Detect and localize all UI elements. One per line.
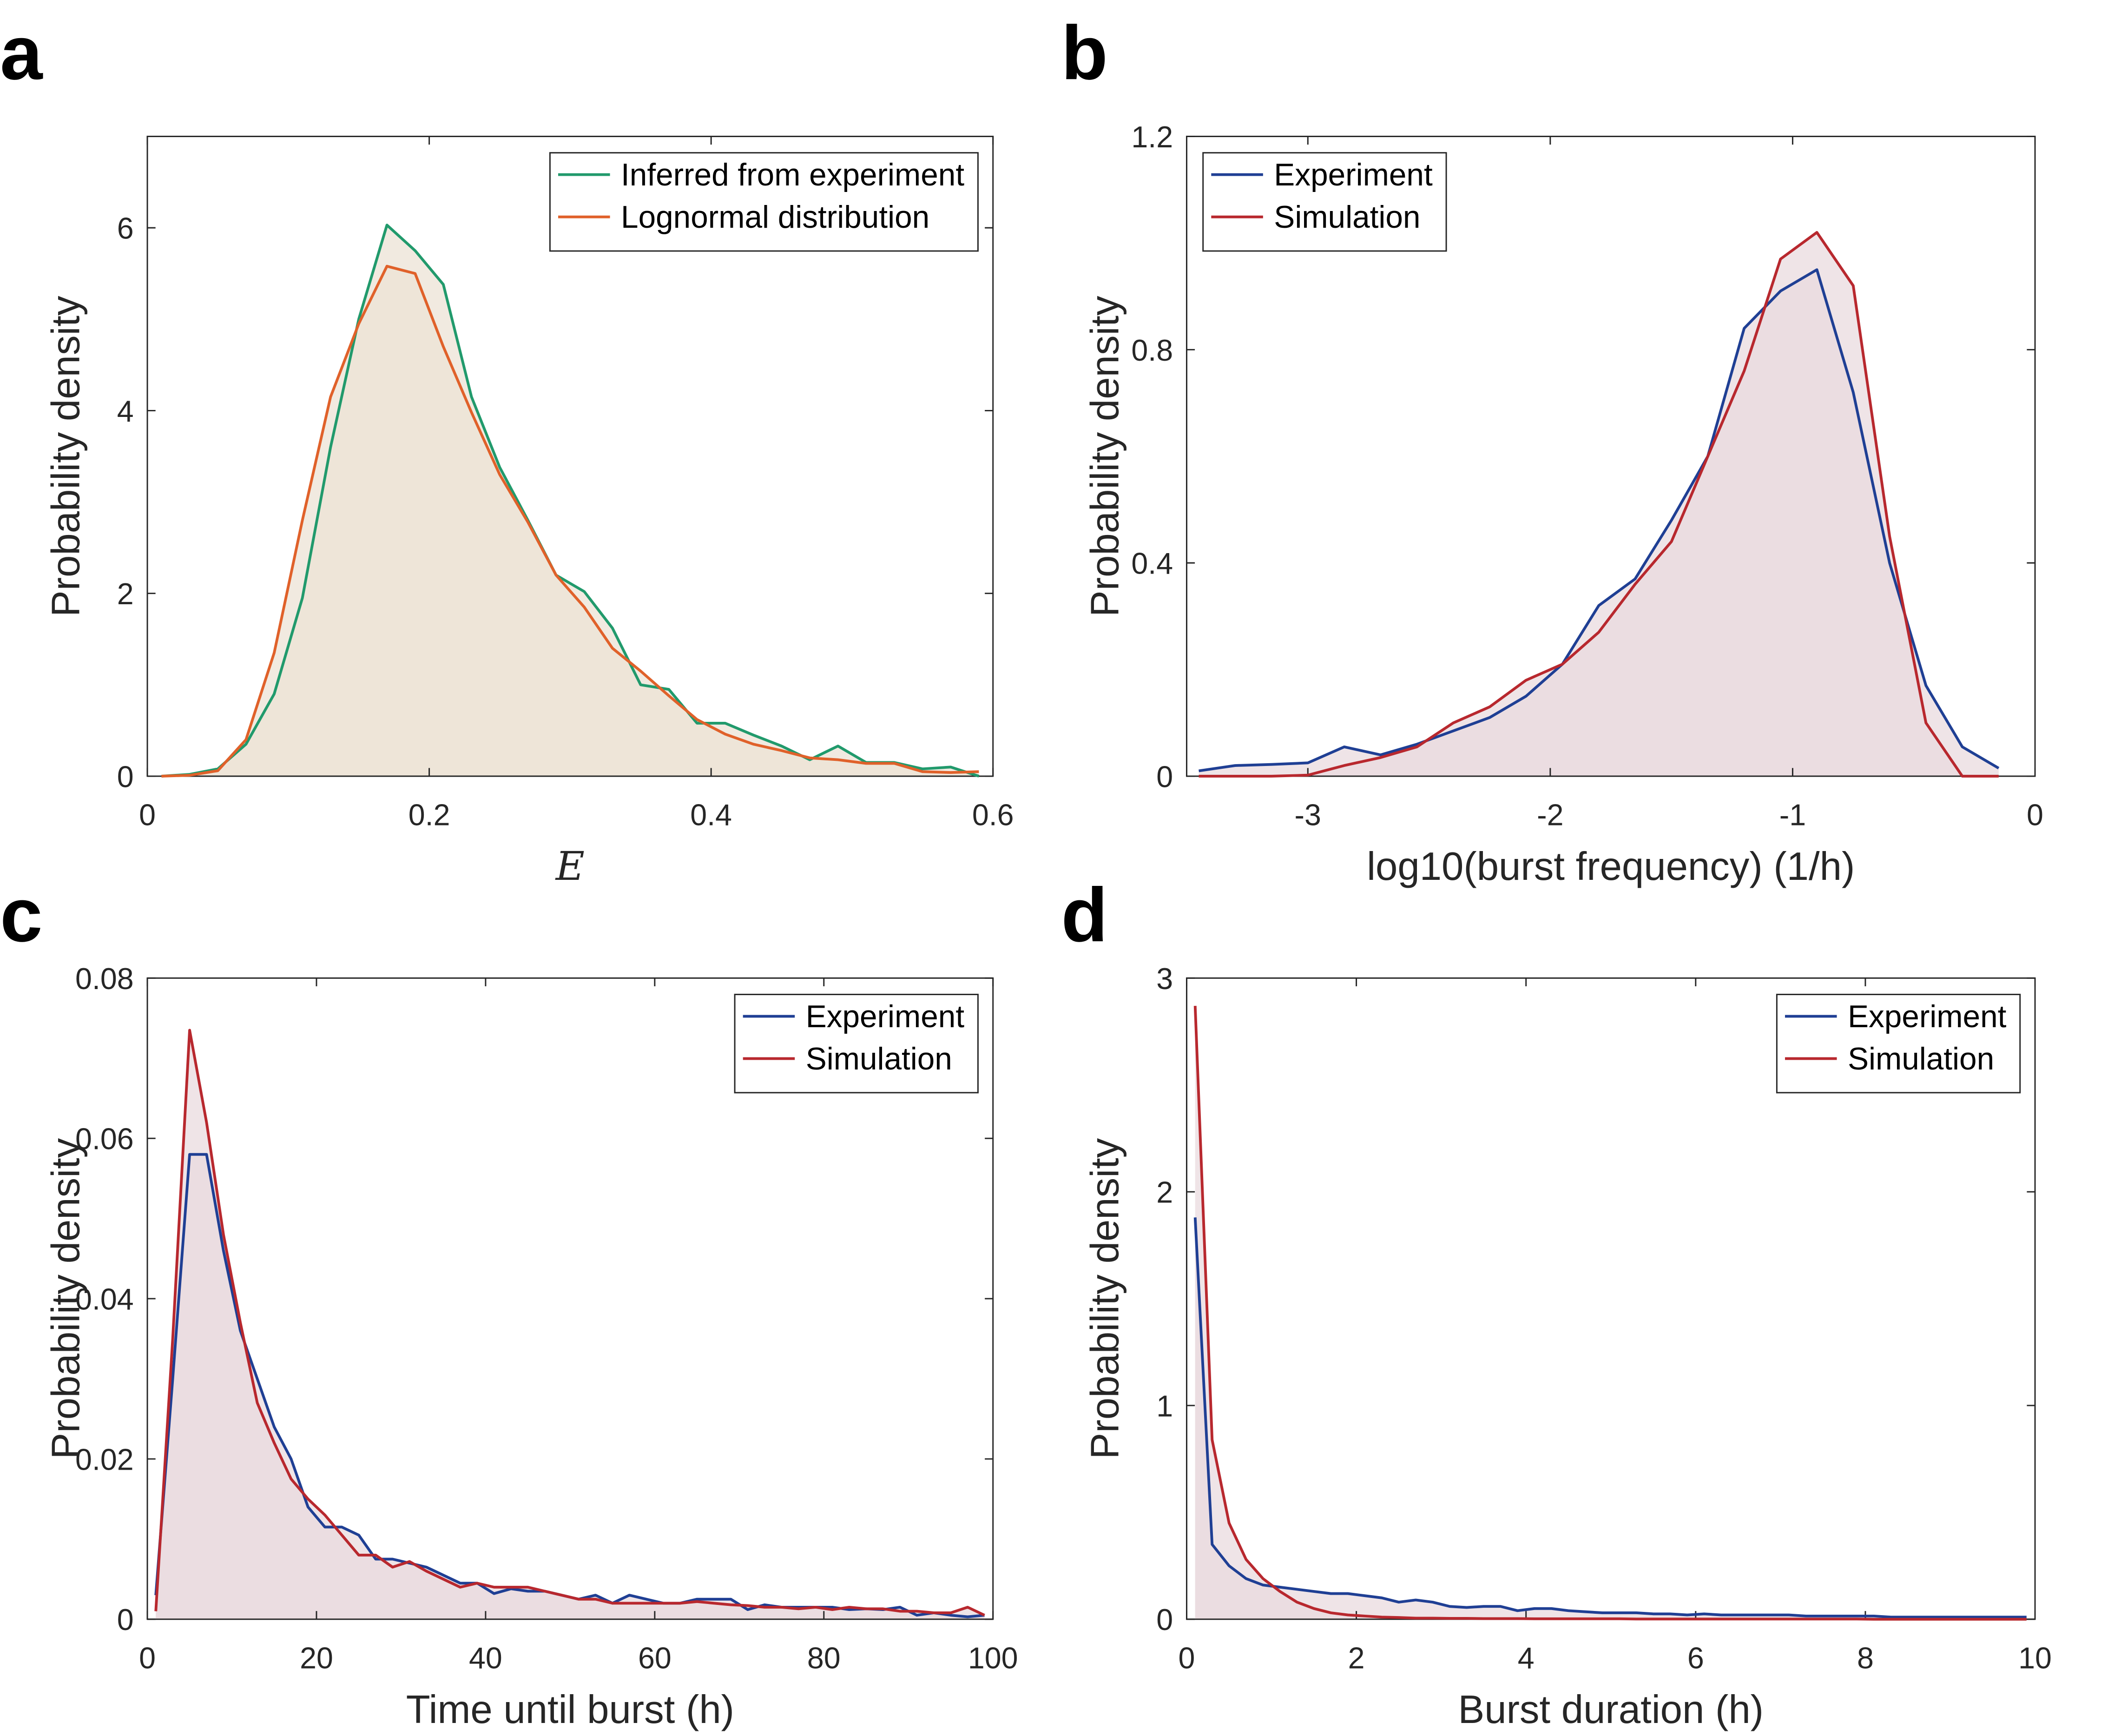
y-tick-label: 0.02 — [75, 1443, 134, 1476]
y-tick-label: 0 — [1156, 760, 1173, 793]
series-line — [1199, 231, 1999, 778]
area-fill — [1199, 232, 1999, 776]
legend-label: Experiment — [806, 999, 965, 1034]
legend-box — [1776, 994, 2021, 1094]
y-axis-label: Probability density — [44, 296, 88, 617]
legend-box — [1202, 152, 1447, 252]
x-tick-label: 6 — [1687, 1641, 1704, 1675]
y-tick-label: 0.4 — [1131, 547, 1173, 581]
panel-label: d — [1061, 872, 1107, 957]
x-tick-label: -2 — [1537, 799, 1563, 832]
y-tick-label: 0.08 — [75, 962, 134, 996]
y-axis-label: Probability density — [1083, 1138, 1127, 1459]
y-tick-label: 1.2 — [1131, 120, 1173, 154]
x-tick-label: 20 — [300, 1641, 333, 1675]
panel-label: a — [0, 10, 43, 95]
area-fill — [161, 266, 979, 776]
x-tick-label: 2 — [1348, 1641, 1365, 1675]
legend: Inferred from experiment Lognormal distri… — [549, 152, 979, 252]
x-tick-label: 40 — [469, 1641, 502, 1675]
area-fill — [156, 1030, 985, 1619]
x-axis-label: log10(burst frequency) (1/h) — [1367, 845, 1855, 889]
y-tick-label: 1 — [1156, 1389, 1173, 1423]
y-tick-label: 0.04 — [75, 1283, 134, 1316]
legend: Experiment Simulation — [1776, 994, 2021, 1094]
y-tick-label: 2 — [1156, 1176, 1173, 1209]
series-line — [161, 224, 980, 778]
area-fill — [1195, 1217, 2027, 1619]
y-tick-label: 4 — [117, 395, 134, 428]
x-tick-label: 0 — [139, 799, 156, 832]
x-tick-label: 8 — [1857, 1641, 1874, 1675]
x-tick-label: 60 — [638, 1641, 672, 1675]
legend-box — [549, 152, 979, 252]
panel-label: b — [1061, 10, 1107, 95]
legend-box — [734, 994, 979, 1094]
legend-label: Simulation — [1848, 1042, 1994, 1076]
legend-label: Lognormal distribution — [621, 200, 929, 235]
x-tick-label: 0.6 — [972, 799, 1014, 832]
area-fill — [1195, 1006, 2027, 1619]
x-tick-label: 0.2 — [408, 799, 450, 832]
x-axis-label: E — [555, 844, 585, 890]
y-tick-label: 0 — [1156, 1603, 1173, 1637]
legend: Experiment Simulation — [1202, 152, 1447, 252]
x-tick-label: 0.4 — [690, 799, 732, 832]
series-line — [1199, 268, 2000, 772]
x-tick-label: 0 — [2027, 799, 2043, 832]
x-axis-label: Burst duration (h) — [1458, 1688, 1764, 1732]
series-line — [1193, 1006, 2027, 1621]
x-tick-label: -3 — [1295, 799, 1321, 832]
x-tick-label: 100 — [968, 1641, 1018, 1675]
y-tick-label: 0 — [117, 760, 134, 793]
y-tick-label: 0.06 — [75, 1122, 134, 1156]
panel-label: c — [0, 872, 42, 957]
y-tick-label: 0.8 — [1131, 334, 1173, 367]
series-line — [154, 1029, 985, 1617]
x-tick-label: 80 — [807, 1641, 841, 1675]
y-tick-label: 3 — [1156, 962, 1173, 996]
legend-label: Experiment — [1848, 999, 2007, 1034]
x-axis-label: Time until burst (h) — [406, 1688, 734, 1732]
legend: Experiment Simulation — [734, 994, 979, 1094]
axes-box — [1186, 136, 2036, 777]
legend-label: Experiment — [1274, 158, 1433, 192]
series-line — [161, 264, 979, 778]
x-tick-label: -1 — [1779, 799, 1806, 832]
y-axis-label: Probability density — [1083, 296, 1127, 617]
x-tick-label: 4 — [1518, 1641, 1535, 1675]
y-tick-label: 2 — [117, 577, 134, 611]
y-tick-label: 0 — [117, 1603, 134, 1637]
y-axis-label: Probability density — [44, 1138, 88, 1459]
legend-label: Simulation — [806, 1042, 952, 1076]
legend-label: Simulation — [1274, 200, 1420, 235]
legend-label: Inferred from experiment — [621, 158, 964, 192]
y-tick-label: 6 — [117, 212, 134, 245]
series-line — [1193, 1217, 2027, 1619]
x-tick-label: 0 — [139, 1641, 156, 1675]
x-tick-label: 0 — [1179, 1641, 1195, 1675]
x-tick-label: 10 — [2018, 1641, 2052, 1675]
axes-box — [146, 136, 994, 777]
